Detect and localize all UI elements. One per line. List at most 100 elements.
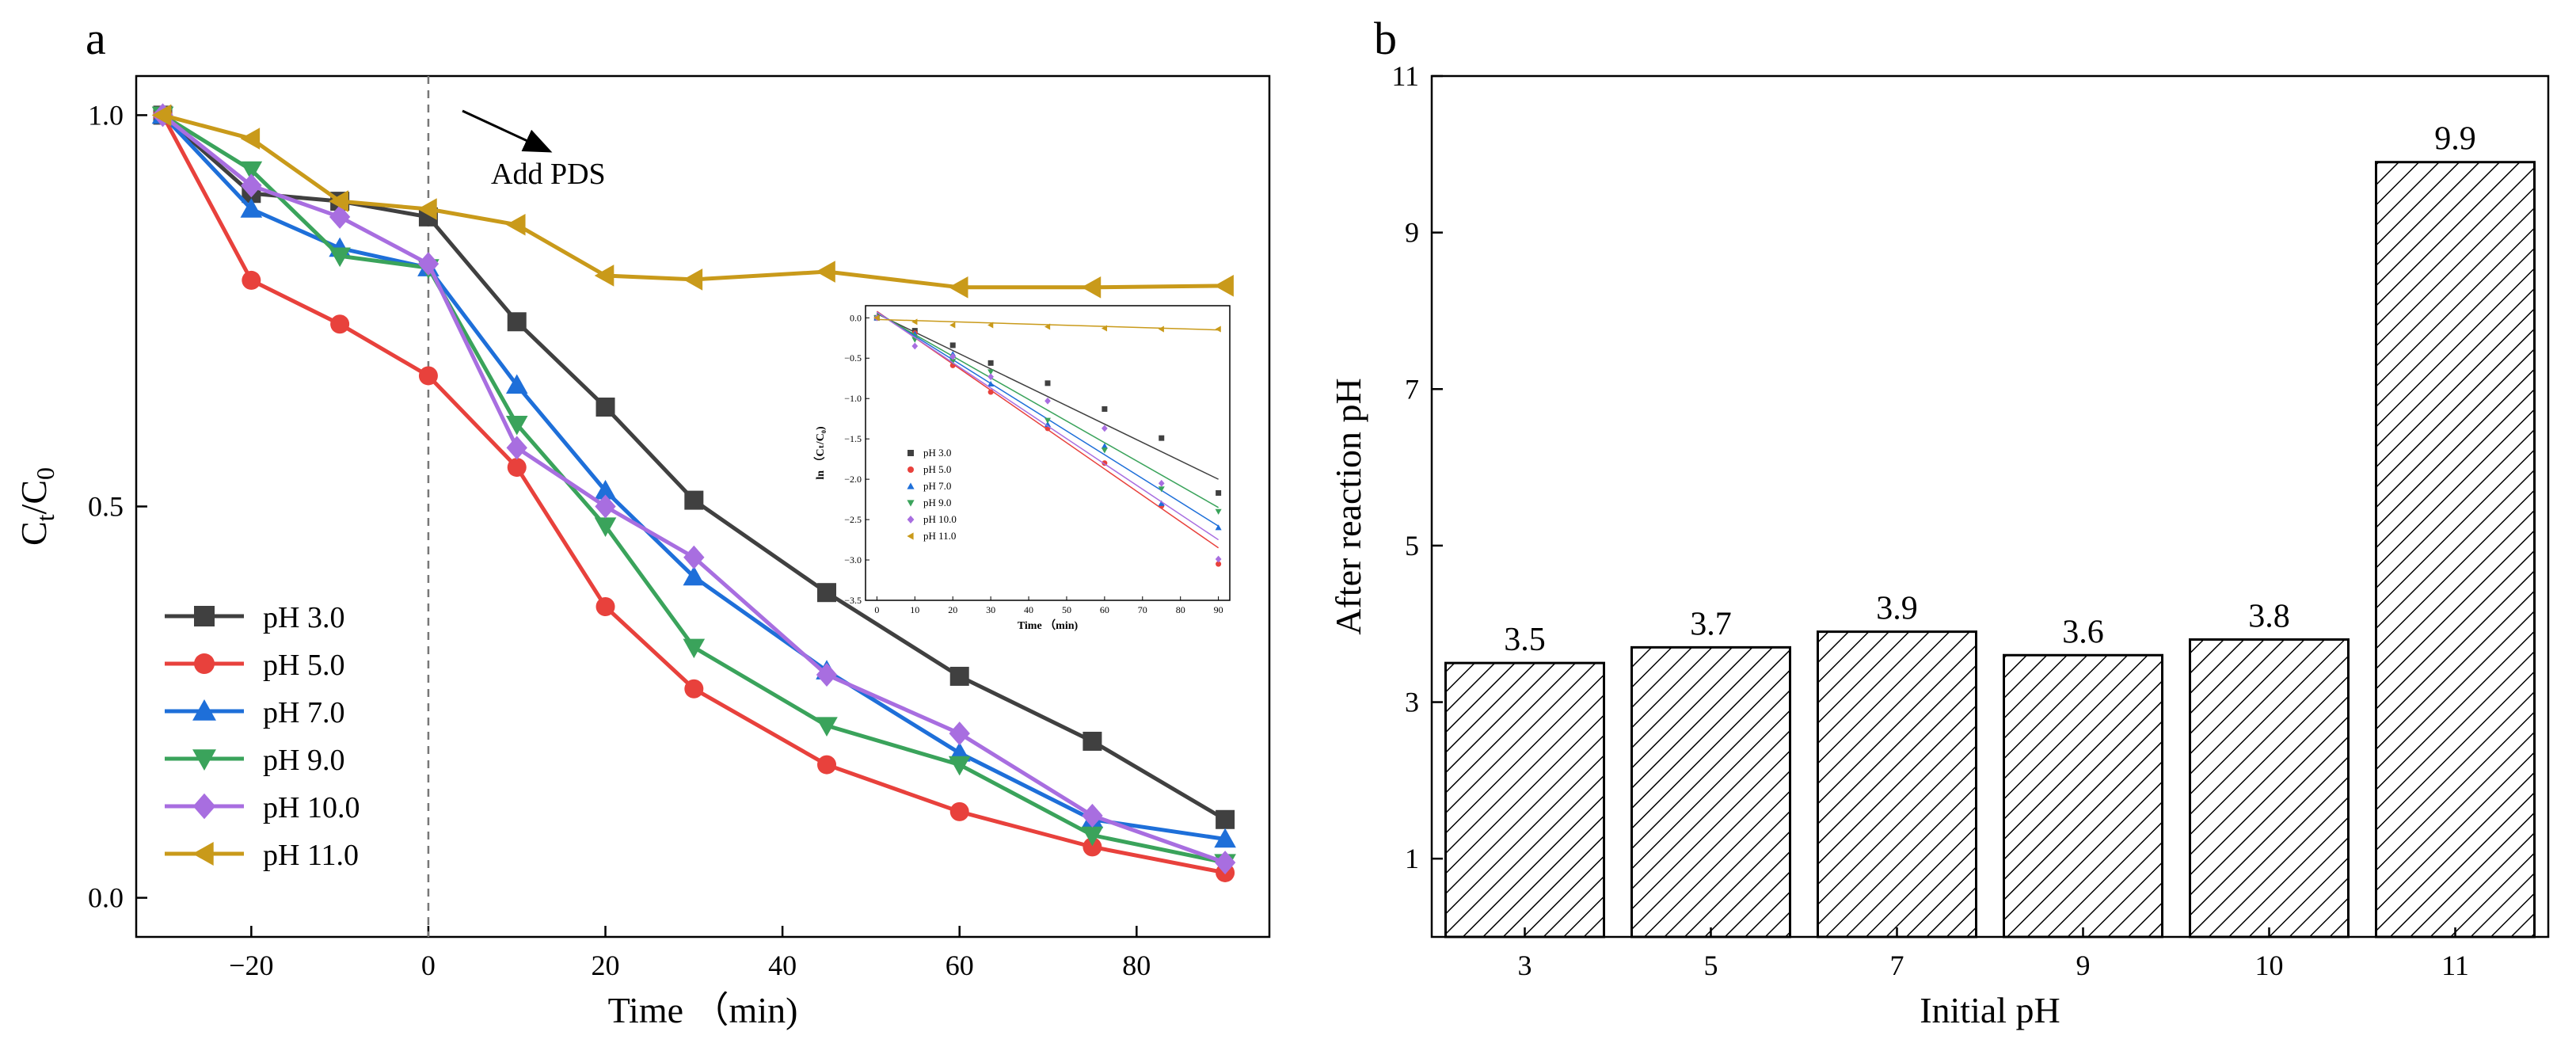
- inset-fit-line-3: [877, 312, 1219, 508]
- inset-point-5: [873, 314, 880, 322]
- panel-b-y-tick-label: 3: [1405, 687, 1419, 718]
- legend-label: pH 11.0: [263, 839, 359, 872]
- panel-b-bar-chart: 1 3 5 7 9 11 3 3.5 5 3.7 7 3.9 9 3.6 10 3.8 11 9.9 Initial…: [1328, 60, 2550, 1030]
- legend-marker: [194, 606, 215, 626]
- panel-a-point-3: [594, 517, 617, 538]
- panel-b-letter: b: [1374, 13, 1397, 64]
- inset-x-tick-label: 20: [948, 604, 957, 615]
- panel-b-y-tick-label: 5: [1405, 530, 1419, 562]
- inset-legend-marker: [907, 466, 914, 473]
- panel-a-point-3: [948, 756, 971, 776]
- inset-point-0: [987, 360, 994, 366]
- panel-a-point-4: [816, 662, 838, 687]
- legend-marker: [192, 699, 216, 721]
- panel-a-point-3: [329, 247, 351, 268]
- inset-point-3: [949, 359, 957, 365]
- inset-point-5: [1044, 323, 1051, 330]
- inset-legend-marker: [907, 482, 915, 489]
- inset-point-0: [1044, 380, 1051, 386]
- panel-a-point-2: [683, 565, 706, 586]
- panel-a-point-2: [1214, 828, 1236, 848]
- bar: [2189, 638, 2350, 938]
- panel-a-x-tick-label: 80: [1122, 950, 1151, 981]
- panel-b-x-tick-label: 11: [2441, 950, 2469, 981]
- panel-b-y-tick-label: 1: [1405, 843, 1419, 874]
- panel-b-y-axis-label: After reaction pH: [1328, 378, 1368, 634]
- legend-label: pH 9.0: [263, 744, 344, 777]
- inset-x-tick-label: 60: [1100, 604, 1109, 615]
- inset-point-0: [1102, 405, 1108, 412]
- bar-value-label: 3.5: [1504, 622, 1546, 658]
- inset-point-3: [1215, 508, 1222, 515]
- inset-point-5: [1101, 325, 1108, 332]
- inset-y-tick-label: −1.5: [844, 433, 862, 444]
- panel-a-point-4: [1214, 851, 1236, 875]
- legend-marker: [192, 793, 216, 820]
- panel-b-y-tick-label: 11: [1391, 60, 1419, 92]
- panel-a-point-0: [1083, 731, 1102, 751]
- bar: [1630, 645, 1791, 938]
- panel-a-point-1: [330, 314, 350, 334]
- inset-point-3: [987, 369, 995, 375]
- panel-a-point-2: [594, 479, 617, 500]
- inset-x-tick-label: 10: [910, 604, 919, 615]
- panel-a-point-5: [417, 198, 437, 220]
- bar: [2375, 161, 2536, 938]
- panel-a-point-1: [418, 366, 438, 386]
- inset-point-3: [1158, 486, 1165, 493]
- inset-y-tick-label: −2.5: [844, 514, 862, 525]
- panel-a-y-axis-label-part: /C: [13, 480, 54, 514]
- inset-point-5: [1215, 326, 1221, 333]
- inset-point-2: [987, 380, 995, 387]
- panel-b-x-tick-label: 5: [1704, 950, 1718, 981]
- panel-a-point-4: [329, 204, 351, 229]
- panel-a-point-4: [241, 173, 262, 198]
- panel-a-y-tick-label: 1.0: [88, 99, 124, 131]
- panel-a-point-4: [417, 252, 439, 276]
- panel-a-letter: a: [86, 13, 106, 64]
- legend-label: pH 3.0: [263, 601, 344, 634]
- panel-b-x-tick-label: 9: [2076, 950, 2091, 981]
- panel-a-point-0: [1216, 809, 1235, 829]
- bar-value-label: 3.9: [1876, 591, 1918, 627]
- panel-a-point-5: [683, 268, 703, 291]
- inset-x-tick-label: 80: [1176, 604, 1185, 615]
- panel-a-y-tick-label: 0.0: [88, 882, 124, 914]
- panel-a-point-1: [242, 270, 261, 290]
- panel-a-point-5: [1214, 275, 1234, 297]
- panel-a-x-axis-label: Time （min): [608, 990, 798, 1030]
- inset-legend-label: pH 5.0: [923, 463, 951, 475]
- inset-point-4: [1158, 479, 1165, 487]
- panel-a-point-3: [505, 415, 528, 436]
- panel-b-x-tick-label: 10: [2255, 950, 2284, 981]
- inset-legend-label: pH 7.0: [923, 480, 951, 492]
- inset-point-4: [911, 342, 919, 350]
- inset-x-tick-label: 90: [1214, 604, 1223, 615]
- inset-legend-marker: [907, 450, 914, 456]
- bar-value-label: 3.6: [2062, 614, 2104, 650]
- legend-label: pH 10.0: [263, 791, 360, 824]
- panel-a-y-axis-label-part: t: [31, 514, 59, 521]
- inset-x-tick-label: 30: [986, 604, 995, 615]
- inset-frame: [865, 305, 1231, 601]
- inset-fit-line-0: [877, 313, 1219, 480]
- panel-a-point-0: [684, 490, 704, 510]
- panel-b-x-tick-label: 7: [1890, 950, 1904, 981]
- inset-point-5: [987, 322, 994, 329]
- inset-point-3: [1044, 417, 1052, 424]
- inset-point-2: [1215, 524, 1222, 531]
- inset-legend-marker: [907, 500, 915, 507]
- bar: [1817, 630, 1977, 938]
- inset-point-4: [1215, 555, 1222, 563]
- inset-y-tick-label: −1.0: [844, 393, 862, 404]
- panel-a-point-1: [684, 679, 704, 699]
- panel-a-x-tick-label: −20: [229, 950, 273, 981]
- inset-y-tick-label: −0.5: [844, 352, 862, 364]
- panel-a-point-5: [240, 128, 261, 150]
- inset-point-5: [949, 322, 956, 329]
- panel-a-point-2: [505, 374, 528, 394]
- inset-x-tick-label: 40: [1024, 604, 1033, 615]
- inset-x-tick-label: 0: [874, 604, 879, 615]
